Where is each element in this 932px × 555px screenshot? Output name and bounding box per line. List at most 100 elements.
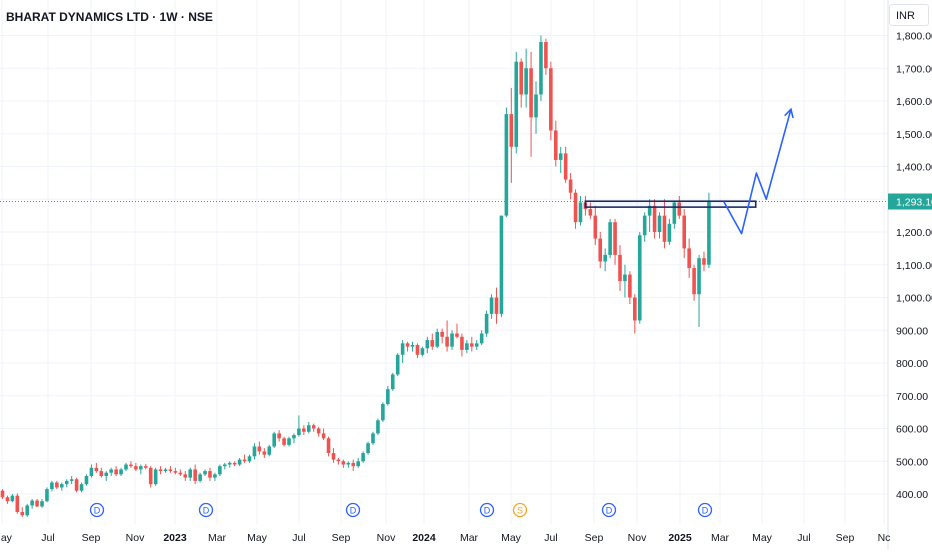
candle <box>173 467 178 475</box>
candle-body <box>213 474 217 478</box>
x-tick-label: Nc <box>878 532 891 544</box>
candle-body <box>218 466 222 475</box>
candle <box>262 448 267 458</box>
candle <box>188 467 193 481</box>
candle <box>297 415 301 437</box>
candle <box>203 469 207 476</box>
event-label: D <box>484 506 491 516</box>
candle <box>89 464 94 478</box>
candle-body <box>119 469 123 475</box>
candle-body <box>148 467 153 485</box>
candle-body <box>198 474 202 481</box>
candle-body <box>578 202 583 223</box>
candle-body <box>242 459 247 462</box>
candle-body <box>306 425 311 432</box>
candle <box>702 251 706 272</box>
candle <box>292 433 296 444</box>
candle-body <box>534 94 538 118</box>
candle <box>139 464 143 475</box>
candle-body <box>10 495 15 502</box>
candle-body <box>677 202 682 216</box>
y-tick-label: 1,700.00 <box>896 63 932 75</box>
event-circle <box>198 502 214 518</box>
candle <box>109 467 113 476</box>
candle <box>193 464 197 485</box>
candle-body <box>563 153 568 180</box>
candle <box>10 494 15 503</box>
candle <box>94 462 99 473</box>
x-tick-label: May <box>501 532 522 544</box>
candle-body <box>633 297 637 321</box>
candle-body <box>489 297 494 314</box>
candle <box>697 254 701 327</box>
candle-body <box>64 480 69 485</box>
y-tick-label: 1,100.00 <box>896 260 932 272</box>
candle <box>553 120 558 167</box>
candle-body <box>588 209 593 216</box>
candle <box>282 436 286 447</box>
candle <box>361 451 365 463</box>
candle-body <box>124 464 128 470</box>
candle-body <box>455 333 459 337</box>
candle <box>50 480 54 492</box>
candle <box>405 341 410 352</box>
candle-body <box>134 466 138 470</box>
candle-body <box>69 479 74 481</box>
candle-body <box>282 438 286 445</box>
candle <box>153 467 158 486</box>
candle <box>59 482 64 491</box>
candle <box>509 87 514 183</box>
candle <box>104 471 109 481</box>
candle-body <box>652 205 657 232</box>
candle-body <box>395 354 400 375</box>
candle-body <box>529 68 533 118</box>
y-tick-label: 800.00 <box>896 358 928 370</box>
candle-body <box>223 464 227 467</box>
x-tick-label: Nov <box>377 532 396 544</box>
candle <box>400 340 405 363</box>
candle <box>504 107 509 218</box>
x-tick-label: 2024 <box>412 532 436 544</box>
candle-body <box>50 482 54 490</box>
x-tick-label: Mar <box>208 532 227 544</box>
candle-body <box>316 428 321 434</box>
dividend-marker: D <box>697 502 713 518</box>
candle <box>242 454 247 463</box>
candle <box>148 466 153 488</box>
candle <box>341 459 346 468</box>
x-tick-label: Nov <box>126 532 145 544</box>
event-circle <box>479 502 495 518</box>
candle <box>287 436 291 447</box>
candle <box>637 232 642 324</box>
candle-body <box>361 453 365 462</box>
candle-body <box>232 462 237 465</box>
y-tick-label: 900.00 <box>896 325 928 337</box>
candle <box>672 200 677 229</box>
dividend-marker: D <box>198 502 214 518</box>
currency-button[interactable]: INR <box>889 4 929 26</box>
candle-body <box>89 467 94 476</box>
x-tick-label: Sep <box>836 532 855 544</box>
candle <box>534 81 538 134</box>
candle-body <box>499 215 504 314</box>
candle-body <box>593 215 598 239</box>
event-circle <box>601 502 617 518</box>
candle <box>623 264 627 298</box>
candle-body <box>366 443 370 454</box>
x-tick-label: Jul <box>41 532 54 544</box>
candle-body <box>326 438 331 454</box>
candle <box>613 218 617 265</box>
candle-body <box>74 479 79 491</box>
candle <box>45 487 49 503</box>
candle <box>257 441 262 455</box>
candle-body <box>257 446 262 452</box>
candle <box>213 472 217 481</box>
candle <box>35 498 39 508</box>
candle-body <box>346 462 351 465</box>
candle <box>376 418 380 436</box>
candle-body <box>479 333 484 344</box>
candle-body <box>450 333 454 347</box>
candle-body <box>45 489 49 502</box>
